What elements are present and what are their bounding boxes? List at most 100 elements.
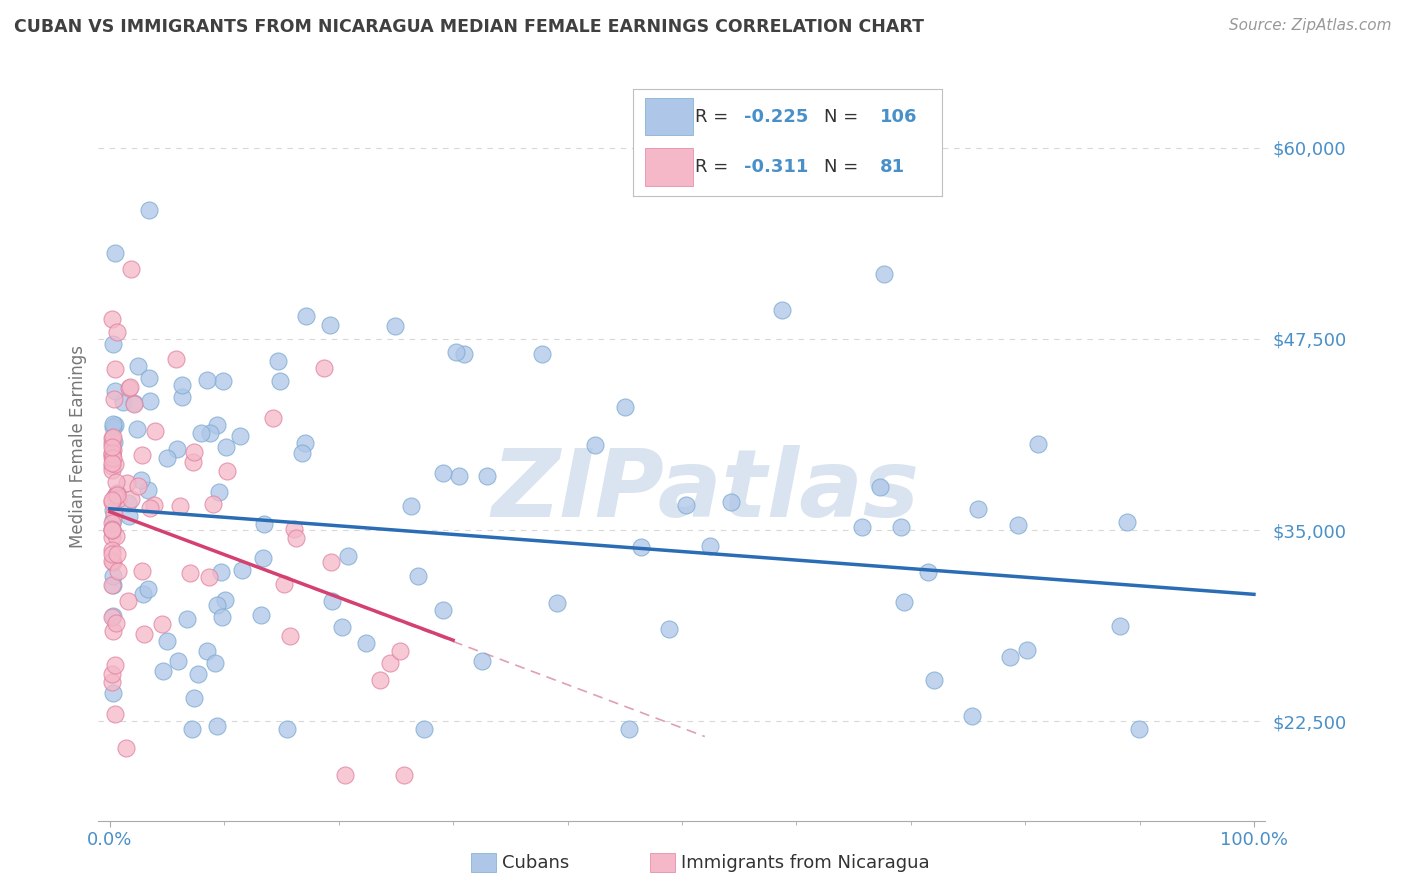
Point — [152, 665, 174, 679]
Point — [321, 594, 343, 608]
Point — [105, 488, 128, 502]
Point — [134, 627, 156, 641]
Point — [922, 673, 945, 688]
Point — [872, 268, 894, 282]
Point — [1028, 437, 1050, 451]
Point — [105, 325, 128, 339]
Point — [183, 445, 205, 459]
Point — [101, 516, 124, 530]
Point — [890, 520, 912, 534]
Point — [104, 457, 127, 471]
Point — [201, 497, 224, 511]
Point — [122, 396, 145, 410]
Point — [211, 610, 233, 624]
Point — [101, 554, 124, 568]
Point — [253, 517, 276, 532]
Point — [432, 603, 454, 617]
Point — [675, 498, 697, 512]
Point — [101, 312, 124, 326]
Point — [103, 569, 125, 583]
Point — [190, 426, 212, 441]
Point — [617, 722, 640, 736]
Point — [101, 440, 124, 454]
Point — [131, 564, 153, 578]
Point — [195, 373, 218, 387]
Point — [546, 596, 568, 610]
Point — [156, 633, 179, 648]
Point — [392, 768, 415, 782]
Point — [200, 426, 222, 441]
Point — [283, 522, 305, 536]
Point — [139, 393, 162, 408]
Point — [1007, 518, 1029, 533]
Point — [267, 353, 290, 368]
Point — [117, 495, 139, 509]
Point — [851, 520, 873, 534]
Point — [312, 361, 335, 376]
Point — [583, 438, 606, 452]
Point — [101, 674, 124, 689]
Point — [129, 474, 152, 488]
Point — [399, 499, 422, 513]
Point — [143, 424, 166, 438]
Text: -0.225: -0.225 — [744, 108, 808, 126]
Point — [294, 310, 316, 324]
Point — [170, 378, 193, 392]
Point — [165, 352, 187, 367]
Point — [368, 673, 391, 687]
Point — [101, 463, 124, 477]
Point — [105, 615, 128, 630]
Point — [181, 722, 204, 736]
Point — [167, 654, 190, 668]
Point — [107, 564, 129, 578]
Point — [214, 440, 236, 454]
Point — [917, 565, 939, 579]
Text: Source: ZipAtlas.com: Source: ZipAtlas.com — [1229, 18, 1392, 33]
Point — [893, 595, 915, 609]
Point — [103, 420, 125, 434]
Point — [143, 498, 166, 512]
Point — [166, 442, 188, 457]
Point — [103, 555, 125, 569]
Point — [101, 578, 124, 592]
Text: 81: 81 — [880, 159, 905, 177]
Point — [101, 495, 124, 509]
Point — [252, 551, 274, 566]
Point — [122, 397, 145, 411]
Point — [105, 547, 128, 561]
Point — [1115, 515, 1137, 529]
Point — [117, 594, 139, 608]
Point — [262, 411, 284, 425]
Point — [104, 245, 127, 260]
Point — [104, 384, 127, 399]
Point — [101, 524, 124, 538]
Point — [105, 486, 128, 500]
Point — [101, 543, 124, 558]
Point — [118, 508, 141, 523]
Point — [630, 541, 652, 555]
Point — [101, 445, 124, 459]
Point — [132, 587, 155, 601]
Point — [273, 577, 295, 591]
Point — [447, 468, 470, 483]
Point — [406, 569, 429, 583]
Text: N =: N = — [824, 108, 865, 126]
Point — [104, 475, 127, 490]
Point — [176, 612, 198, 626]
Text: R =: R = — [695, 108, 734, 126]
Point — [103, 418, 125, 433]
Point — [966, 502, 988, 516]
Text: 106: 106 — [880, 108, 918, 126]
Text: -0.311: -0.311 — [744, 159, 808, 177]
Point — [172, 390, 194, 404]
Point — [105, 487, 128, 501]
Point — [444, 344, 467, 359]
Point — [103, 657, 125, 672]
Point — [107, 491, 129, 506]
Point — [217, 464, 239, 478]
Point — [294, 436, 316, 450]
Point — [101, 547, 124, 561]
Point — [101, 610, 124, 624]
Point — [127, 479, 149, 493]
Point — [104, 706, 127, 721]
